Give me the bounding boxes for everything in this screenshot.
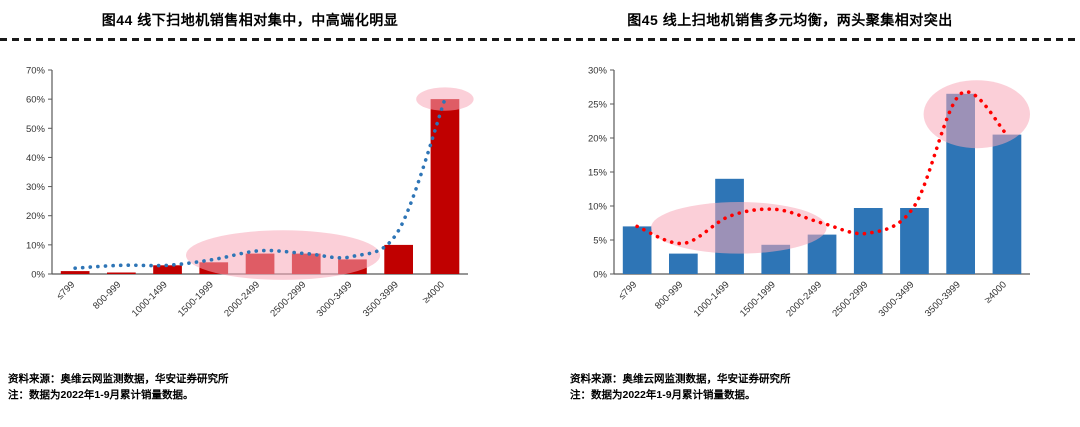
online-sales-chart: 0% 5% 10% 15% 20% 25% 30% ≤799 800-999 1000-1499 1… <box>572 58 1042 338</box>
x-tick-label: 3500-3999 <box>361 279 401 319</box>
y-tick-label: 15% <box>588 168 608 179</box>
x-tick-label: 1000-1499 <box>130 279 170 319</box>
y-tick-label: 20% <box>588 134 608 145</box>
y-tick-label: 60% <box>26 95 46 106</box>
x-tick-label: 2000-2499 <box>784 279 824 319</box>
x-tick-label: 2000-2499 <box>222 279 262 319</box>
bar <box>107 272 136 274</box>
offline-chart-source: 资料来源：奥维云网监测数据，华安证券研究所 注：数据为2022年1-9月累计销量… <box>8 371 229 404</box>
y-tick-label: 40% <box>26 153 46 164</box>
y-tick-label: 30% <box>588 66 608 77</box>
y-tick-label: 10% <box>588 202 608 213</box>
online-chart-source: 资料来源：奥维云网监测数据，华安证券研究所 注：数据为2022年1-9月累计销量… <box>570 371 791 404</box>
y-tick-label: 10% <box>26 240 46 251</box>
bar <box>384 244 413 274</box>
highlight-ellipse <box>923 80 1030 149</box>
bar <box>853 208 883 274</box>
y-tick-label: 70% <box>26 66 46 77</box>
x-tick-label: 3000-3499 <box>877 279 917 319</box>
source-line: 资料来源：奥维云网监测数据，华安证券研究所 <box>8 373 229 385</box>
x-tick-label: ≤799 <box>617 279 640 302</box>
y-tick-label: 5% <box>593 236 607 247</box>
x-tick-label: 3500-3999 <box>923 279 963 319</box>
chart-svg: 0% 5% 10% 15% 20% 25% 30% ≤799 800-999 1000-1499 1… <box>588 66 1030 319</box>
bar <box>669 253 698 274</box>
x-tick-label: 1500-1999 <box>176 279 216 319</box>
x-tick-label: 800-999 <box>653 279 685 311</box>
x-tick-label: 2500-2999 <box>268 279 308 319</box>
x-tick-label: ≤799 <box>55 279 78 302</box>
bar <box>430 99 460 274</box>
bar <box>153 265 182 274</box>
online-chart-title: 图45 线上扫地机销售多元均衡，两头聚集相对突出 <box>627 12 953 28</box>
highlight-ellipse <box>186 230 381 280</box>
y-tick-label: 0% <box>593 270 607 281</box>
y-tick-label: 25% <box>588 100 608 111</box>
note-line: 注：数据为2022年1-9月累计销量数据。 <box>570 389 756 402</box>
highlight-ellipse <box>416 87 474 111</box>
x-tick-label: 1500-1999 <box>738 279 778 319</box>
bar <box>992 134 1022 274</box>
bar <box>60 271 90 274</box>
trend-line <box>635 90 1009 246</box>
y-tick-label: 20% <box>26 211 46 222</box>
trend-line <box>73 97 447 270</box>
x-tick-label: ≥4000 <box>421 279 447 305</box>
y-tick-label: 0% <box>31 270 45 281</box>
x-tick-label: 800-999 <box>91 279 123 311</box>
y-tick-label: 30% <box>26 182 46 193</box>
offline-sales-chart: 0% 10% 20% 30% 40% 50% 60% 70% ≤799 800-999 1000-1… <box>10 58 480 338</box>
dashed-separator-line <box>0 38 1080 41</box>
x-tick-label: 2500-2999 <box>830 279 870 319</box>
note-line: 注：数据为2022年1-9月累计销量数据。 <box>8 389 194 402</box>
chart-svg: 0% 10% 20% 30% 40% 50% 60% 70% ≤799 800-999 1000-1… <box>26 66 474 319</box>
highlight-ellipse <box>651 202 827 254</box>
x-tick-label: 1000-1499 <box>692 279 732 319</box>
x-tick-label: ≥4000 <box>983 279 1009 305</box>
offline-chart-title: 图44 线下扫地机销售相对集中，中高端化明显 <box>101 12 399 28</box>
x-tick-label: 3000-3499 <box>315 279 355 319</box>
y-tick-label: 50% <box>26 124 46 135</box>
source-line: 资料来源：奥维云网监测数据，华安证券研究所 <box>570 373 791 385</box>
bar <box>622 226 652 274</box>
bar <box>900 208 929 274</box>
